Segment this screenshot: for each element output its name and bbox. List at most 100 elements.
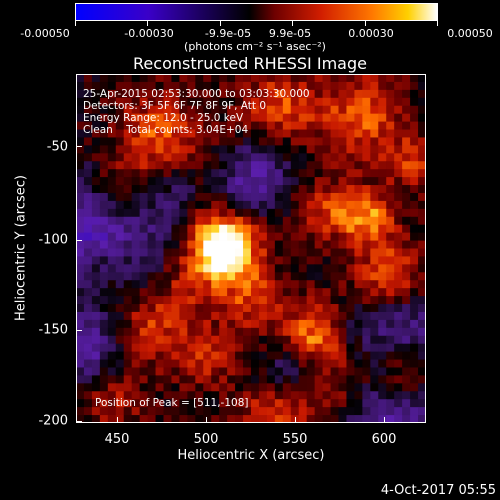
heatmap-cell <box>354 359 363 368</box>
heatmap-cell <box>107 232 117 241</box>
heatmap-cell <box>235 153 244 162</box>
heatmap-cell <box>243 375 252 384</box>
heatmap-cell <box>330 224 339 234</box>
heatmap-cell <box>147 216 156 226</box>
heatmap-cell <box>266 311 276 321</box>
heatmap-cell <box>227 105 236 115</box>
heatmap-cell <box>330 208 339 218</box>
heatmap-cell <box>274 288 284 297</box>
heatmap-cell <box>394 296 403 305</box>
heatmap-cell <box>147 367 156 376</box>
heatmap-cell <box>76 319 85 329</box>
heatmap-cell <box>370 232 379 241</box>
heatmap-cell <box>258 296 268 305</box>
heatmap-cell <box>378 153 387 162</box>
heatmap-cell <box>91 240 101 249</box>
heatmap-cell <box>378 121 387 130</box>
heatmap-cell <box>251 351 260 360</box>
colorbar-unit: (photons cm⁻² s⁻¹ asec⁻²) <box>184 40 326 53</box>
heatmap-cell <box>211 89 220 99</box>
heatmap-cell <box>410 105 419 115</box>
heatmap-cell <box>402 272 411 281</box>
heatmap-cell <box>76 192 85 202</box>
heatmap-cell <box>235 137 244 146</box>
heatmap-cell <box>76 272 85 281</box>
heatmap-cell <box>306 153 316 162</box>
heatmap-cell <box>258 145 268 154</box>
heatmap-cell <box>386 383 395 392</box>
heatmap-cell <box>330 240 339 249</box>
heatmap-cell <box>107 375 117 384</box>
heatmap-cell <box>338 399 347 408</box>
heatmap-cell <box>306 319 316 329</box>
heatmap-cell <box>274 383 284 392</box>
annotation-detectors: Detectors: 3F 5F 6F 7F 8F 9F, Att 0 <box>83 100 267 112</box>
heatmap-cell <box>378 311 387 321</box>
heatmap-cell <box>370 161 379 170</box>
heatmap-cell <box>243 145 252 154</box>
heatmap-cell <box>402 145 411 154</box>
colorbar-tick <box>147 21 148 26</box>
heatmap-cell <box>115 311 125 321</box>
heatmap-cell <box>227 161 236 170</box>
heatmap-cell <box>155 185 164 194</box>
heatmap-cell <box>91 81 101 91</box>
heatmap-cell <box>83 375 93 384</box>
heatmap-cell <box>410 169 419 178</box>
heatmap-cell <box>322 129 331 138</box>
heatmap-cell <box>290 343 300 353</box>
heatmap-cell <box>76 304 85 313</box>
heatmap-cell <box>76 232 85 241</box>
heatmap-cell <box>274 200 284 210</box>
heatmap-cell <box>314 145 323 154</box>
heatmap-cell <box>123 177 133 186</box>
heatmap-cell <box>91 208 101 218</box>
heatmap-cell <box>258 97 268 107</box>
heatmap-cell <box>123 296 133 305</box>
heatmap-cell <box>91 232 101 241</box>
heatmap-cell <box>171 121 180 130</box>
heatmap-cell <box>370 343 379 353</box>
heatmap-cell <box>274 232 284 241</box>
heatmap-cell <box>290 169 300 178</box>
heatmap-cell <box>115 89 125 99</box>
heatmap-cell <box>394 97 403 107</box>
heatmap-cell <box>378 280 387 289</box>
heatmap-cell <box>346 113 355 122</box>
heatmap-cell <box>354 169 363 178</box>
heatmap-cell <box>115 335 125 345</box>
heatmap-cell <box>99 81 109 91</box>
heatmap-cell <box>243 192 252 202</box>
heatmap-cell <box>354 81 363 91</box>
heatmap-cell <box>410 415 419 423</box>
heatmap-cell <box>314 359 323 368</box>
heatmap-cell <box>187 296 196 305</box>
heatmap-cell <box>290 113 300 122</box>
heatmap-cell <box>76 407 85 416</box>
heatmap-cell <box>306 145 316 154</box>
heatmap-cell <box>418 185 426 194</box>
heatmap-cell <box>107 335 117 345</box>
heatmap-cell <box>282 256 292 265</box>
heatmap-cell <box>179 327 188 337</box>
heatmap-cell <box>131 415 141 423</box>
heatmap-cell <box>179 415 188 423</box>
heatmap-cell <box>314 248 323 257</box>
heatmap-cell <box>91 264 101 273</box>
heatmap-cell <box>282 113 292 122</box>
heatmap-cell <box>290 311 300 321</box>
heatmap-cell <box>314 375 323 384</box>
heatmap-cell <box>76 145 85 154</box>
heatmap-cell <box>330 359 339 368</box>
heatmap-cell <box>306 304 316 313</box>
heatmap-cell <box>171 335 180 345</box>
heatmap-cell <box>306 264 316 273</box>
heatmap-cell <box>107 296 117 305</box>
heatmap-cell <box>410 153 419 162</box>
heatmap-cell <box>91 161 101 170</box>
heatmap-cell <box>330 264 339 273</box>
heatmap-cell <box>338 407 347 416</box>
heatmap-cell <box>274 208 284 218</box>
heatmap-cell <box>211 153 220 162</box>
heatmap-cell <box>115 256 125 265</box>
